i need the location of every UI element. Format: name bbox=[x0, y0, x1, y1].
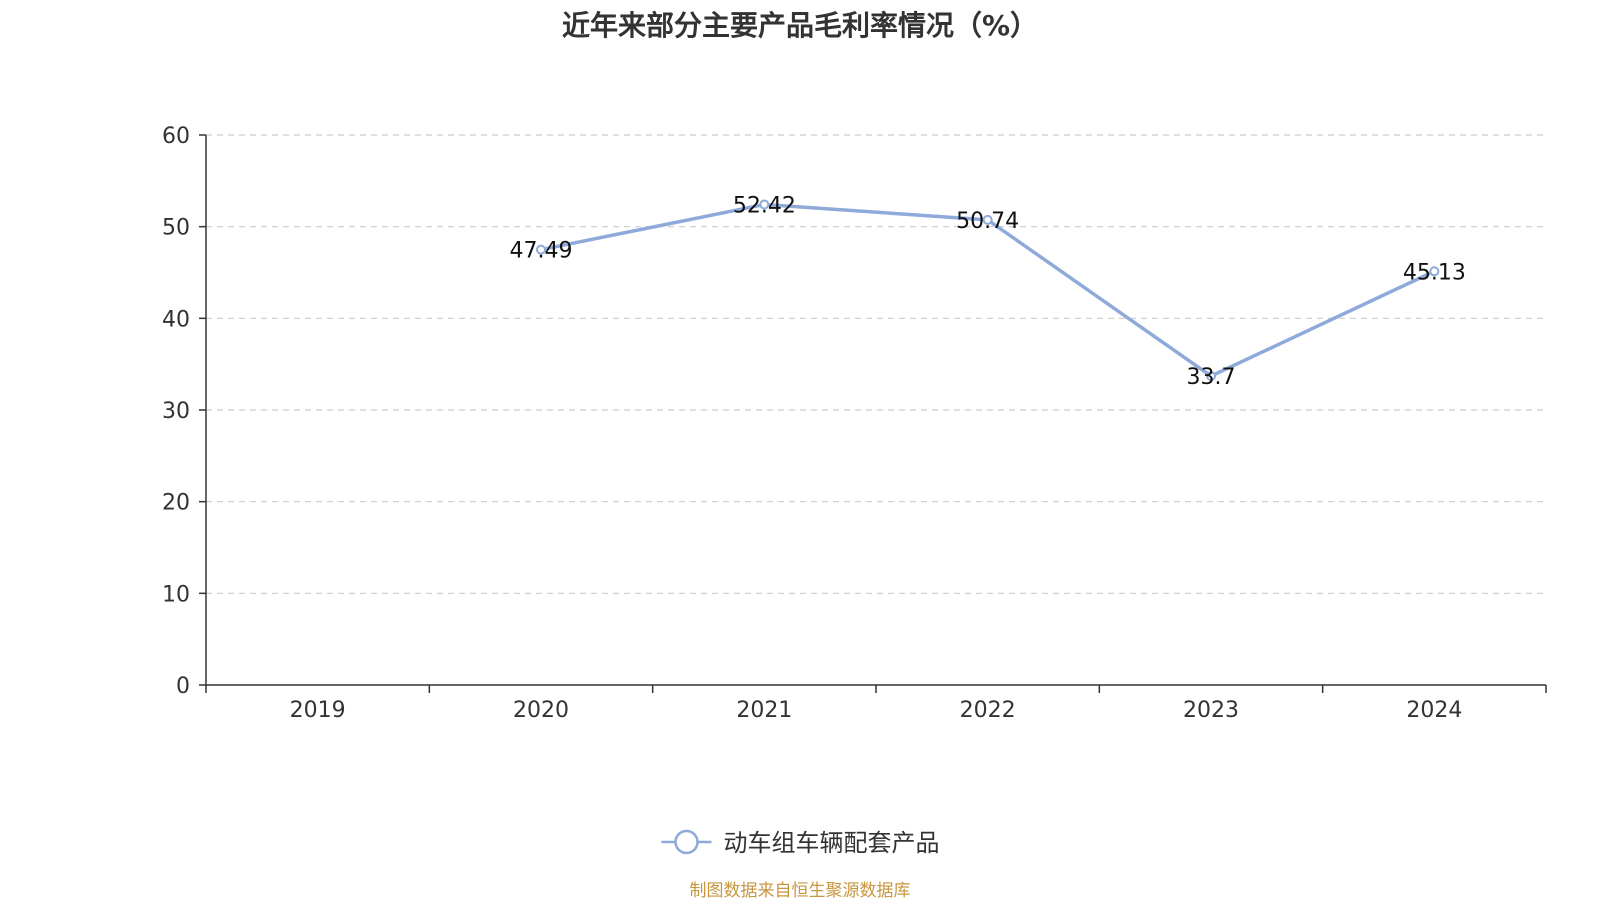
y-tick-label: 30 bbox=[162, 399, 190, 424]
data-label: 47.49 bbox=[510, 239, 573, 264]
y-axis-ticks: 0 10 20 30 40 50 60 bbox=[162, 124, 206, 699]
legend-label: 动车组车辆配套产品 bbox=[724, 829, 940, 857]
data-label: 33.7 bbox=[1187, 365, 1236, 390]
grid-lines bbox=[206, 134, 1546, 594]
x-tick-label: 2019 bbox=[290, 698, 346, 723]
data-labels: 47.49 52.42 50.74 33.7 45.13 bbox=[510, 193, 1466, 390]
data-label: 45.13 bbox=[1403, 260, 1466, 285]
chart-title: 近年来部分主要产品毛利率情况（%） bbox=[561, 9, 1039, 42]
data-point[interactable] bbox=[536, 244, 546, 255]
y-tick-label: 50 bbox=[162, 216, 190, 241]
y-tick-label: 10 bbox=[162, 582, 190, 607]
data-point[interactable] bbox=[1206, 371, 1216, 382]
legend[interactable]: 动车组车辆配套产品 bbox=[661, 829, 940, 857]
data-label: 50.74 bbox=[956, 209, 1019, 234]
y-tick-label: 60 bbox=[162, 124, 190, 149]
x-tick-label: 2022 bbox=[960, 698, 1016, 723]
x-tick-label: 2023 bbox=[1183, 698, 1239, 723]
x-tick-label: 2020 bbox=[513, 698, 569, 723]
y-tick-label: 40 bbox=[162, 307, 190, 332]
legend-marker-icon bbox=[674, 829, 699, 855]
x-tick-label: 2024 bbox=[1406, 698, 1462, 723]
source-note: 制图数据来自恒生聚源数据库 bbox=[689, 881, 911, 901]
series-layer bbox=[536, 199, 1440, 382]
data-label: 52.42 bbox=[733, 193, 796, 218]
y-tick-label: 0 bbox=[176, 674, 190, 699]
data-point[interactable] bbox=[759, 199, 770, 210]
x-tick-label: 2021 bbox=[736, 698, 792, 723]
y-tick-label: 20 bbox=[162, 491, 190, 516]
data-point[interactable] bbox=[1429, 266, 1440, 277]
data-point[interactable] bbox=[982, 214, 993, 225]
x-axis-ticks: 2019 2020 2021 2022 2023 2024 bbox=[205, 685, 1547, 723]
